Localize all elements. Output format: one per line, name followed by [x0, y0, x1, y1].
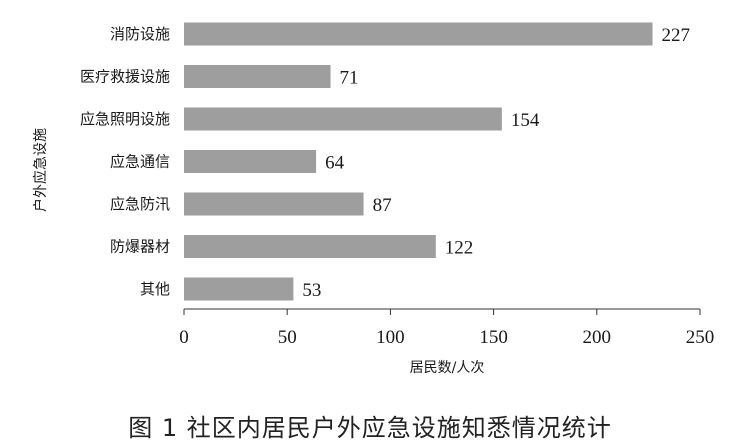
labels-layer: 消防设施 227 医疗救援设施 71 应急照明设施 154 应急通信 64 应急防汛 87 防爆器材…: [80, 25, 690, 301]
bar: [184, 192, 364, 216]
category-label: 其他: [140, 280, 170, 298]
data-label: 154: [511, 110, 540, 131]
x-tick-label: 50: [278, 327, 297, 348]
bar: [184, 65, 331, 88]
bar-chart: 0 50 100 150 200 250 消防设施 227 医疗救援设施 71 应急照明设施 154…: [32, 22, 715, 376]
data-label: 122: [445, 238, 474, 259]
bar: [184, 277, 294, 301]
category-label: 应急通信: [110, 153, 170, 171]
data-label: 71: [340, 68, 359, 89]
x-tick-label: 0: [179, 327, 189, 348]
x-tick-label: 250: [686, 327, 715, 348]
x-axis: 0 50 100 150 200 250: [179, 308, 715, 348]
x-axis-title: 居民数/人次: [410, 360, 485, 376]
category-label: 应急照明设施: [80, 110, 170, 128]
x-tick-label: 100: [376, 327, 405, 348]
category-label: 消防设施: [110, 25, 170, 43]
data-label: 53: [302, 280, 321, 301]
bar: [184, 107, 502, 131]
figure-caption: 图 1 社区内居民户外应急设施知悉情况统计: [128, 414, 612, 442]
bar: [184, 235, 436, 258]
data-label: 227: [662, 25, 691, 46]
bar: [184, 150, 317, 173]
category-label: 医疗救援设施: [80, 68, 170, 86]
data-label: 64: [325, 153, 345, 174]
x-tick-label: 150: [479, 327, 508, 348]
y-axis-title: 户外应急设施: [32, 128, 49, 212]
category-label: 应急防汛: [110, 195, 170, 213]
bars-layer: [184, 22, 653, 301]
data-label: 87: [373, 195, 392, 216]
bar: [184, 22, 653, 46]
x-tick-label: 200: [583, 327, 612, 348]
category-label: 防爆器材: [110, 238, 170, 256]
